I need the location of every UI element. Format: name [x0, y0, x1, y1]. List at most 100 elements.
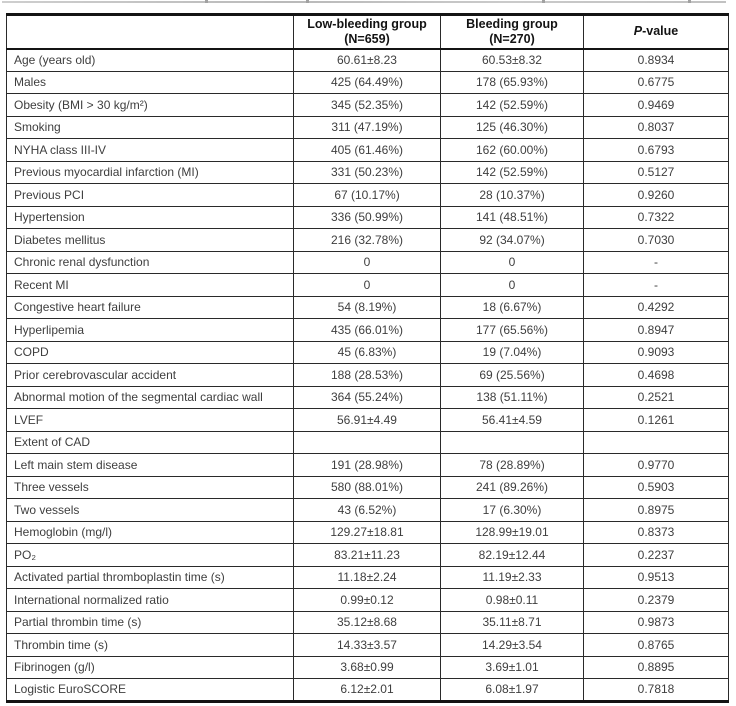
low-bleeding-value: 580 (88.01%) — [293, 475, 441, 499]
table-row: Congestive heart failure 54 (8.19%) 18 (6.… — [6, 295, 729, 319]
p-value: 0.9513 — [583, 565, 729, 589]
row-label: Left main stem disease — [6, 453, 294, 477]
bleeding-value: 141 (48.51%) — [440, 205, 584, 229]
p-value: 0.9469 — [583, 93, 729, 117]
table-row: Partial thrombin time (s) 35.12±8.68 35.11… — [6, 610, 729, 634]
table-row: Diabetes mellitus 216 (32.78%) 92 (34.07%)… — [6, 228, 729, 252]
low-bleeding-value: 191 (28.98%) — [293, 453, 441, 477]
p-value: 0.8895 — [583, 655, 729, 679]
low-bleeding-value: 425 (64.49%) — [293, 70, 441, 94]
low-bleeding-value: 129.27±18.81 — [293, 520, 441, 544]
p-value: 0.9873 — [583, 610, 729, 634]
row-label: Smoking — [6, 115, 294, 139]
low-bleeding-value: 331 (50.23%) — [293, 160, 441, 184]
header-bleeding-line1: Bleeding group — [466, 16, 558, 31]
bleeding-value: 82.19±12.44 — [440, 543, 584, 567]
header-bleeding-group: Bleeding group (N=270) — [440, 14, 584, 50]
cropped-caption-remnant — [2, 0, 726, 3]
caption-remnant-mark — [306, 0, 309, 3]
low-bleeding-value: 216 (32.78%) — [293, 228, 441, 252]
bleeding-value: 78 (28.89%) — [440, 453, 584, 477]
low-bleeding-value: 43 (6.52%) — [293, 498, 441, 522]
bleeding-value: 178 (65.93%) — [440, 70, 584, 94]
table-row: Hypertension 336 (50.99%) 141 (48.51%) 0.73… — [6, 205, 729, 229]
low-bleeding-value: 336 (50.99%) — [293, 205, 441, 229]
bleeding-value: 0 — [440, 250, 584, 274]
p-value: 0.5903 — [583, 475, 729, 499]
bleeding-value: 14.29±3.54 — [440, 633, 584, 657]
table-row: Activated partial thromboplastin time (s… — [6, 565, 729, 589]
table-row: PO₂ 83.21±11.23 82.19±12.44 0.2237 — [6, 543, 729, 567]
p-value: 0.9770 — [583, 453, 729, 477]
low-bleeding-value: 35.12±8.68 — [293, 610, 441, 634]
p-value: 0.7322 — [583, 205, 729, 229]
p-value: 0.6793 — [583, 138, 729, 162]
table-row: Thrombin time (s) 14.33±3.57 14.29±3.54 0.8… — [6, 633, 729, 657]
row-label: Abnormal motion of the segmental cardiac… — [6, 385, 294, 409]
row-label: Partial thrombin time (s) — [6, 610, 294, 634]
low-bleeding-value: 11.18±2.24 — [293, 565, 441, 589]
p-value: 0.8975 — [583, 498, 729, 522]
row-label: Logistic EuroSCORE — [6, 678, 294, 702]
bleeding-value: 28 (10.37%) — [440, 183, 584, 207]
bleeding-value: 6.08±1.97 — [440, 678, 584, 702]
table-row: Previous myocardial infarction (MI) 331 (… — [6, 160, 729, 184]
table-row: Extent of CAD — [6, 430, 729, 454]
low-bleeding-value — [293, 430, 441, 454]
row-label: Hypertension — [6, 205, 294, 229]
p-value: 0.7818 — [583, 678, 729, 702]
table-row: Obesity (BMI > 30 kg/m²) 345 (52.35%) 142 … — [6, 93, 729, 117]
row-label: Previous PCI — [6, 183, 294, 207]
bleeding-value: 138 (51.11%) — [440, 385, 584, 409]
bleeding-value: 3.69±1.01 — [440, 655, 584, 679]
row-label: Hyperlipemia — [6, 318, 294, 342]
row-label: Hemoglobin (mg/l) — [6, 520, 294, 544]
caption-remnant-mark — [205, 0, 208, 3]
bleeding-value: 35.11±8.71 — [440, 610, 584, 634]
row-label: COPD — [6, 340, 294, 364]
row-label: Previous myocardial infarction (MI) — [6, 160, 294, 184]
table-row: COPD 45 (6.83%) 19 (7.04%) 0.9093 — [6, 340, 729, 364]
low-bleeding-value: 83.21±11.23 — [293, 543, 441, 567]
bleeding-value: 17 (6.30%) — [440, 498, 584, 522]
row-label: LVEF — [6, 408, 294, 432]
bleeding-value: 69 (25.56%) — [440, 363, 584, 387]
row-label: NYHA class III-IV — [6, 138, 294, 162]
bleeding-value: 56.41±4.59 — [440, 408, 584, 432]
p-value: 0.9260 — [583, 183, 729, 207]
bleeding-value: 142 (52.59%) — [440, 93, 584, 117]
row-label: International normalized ratio — [6, 588, 294, 612]
table-row: Abnormal motion of the segmental cardiac… — [6, 385, 729, 409]
header-row: Low-bleeding group (N=659) Bleeding grou… — [6, 14, 729, 50]
low-bleeding-value: 405 (61.46%) — [293, 138, 441, 162]
table-row: Hemoglobin (mg/l) 129.27±18.81 128.99±19.0… — [6, 520, 729, 544]
header-bleeding-line2: (N=270) — [489, 31, 535, 46]
caption-remnant-mark — [688, 0, 691, 3]
row-label: Recent MI — [6, 273, 294, 297]
bleeding-value: 60.53±8.32 — [440, 48, 584, 72]
row-label: Diabetes mellitus — [6, 228, 294, 252]
bleeding-value: 142 (52.59%) — [440, 160, 584, 184]
table-row: Chronic renal dysfunction 0 0- — [6, 250, 729, 274]
bleeding-value: 18 (6.67%) — [440, 295, 584, 319]
row-label: Fibrinogen (g/l) — [6, 655, 294, 679]
bleeding-value: 92 (34.07%) — [440, 228, 584, 252]
low-bleeding-value: 45 (6.83%) — [293, 340, 441, 364]
bleeding-value: 177 (65.56%) — [440, 318, 584, 342]
p-value: 0.8037 — [583, 115, 729, 139]
table-row: Hyperlipemia 435 (66.01%) 177 (65.56%) 0.89… — [6, 318, 729, 342]
row-label: Age (years old) — [6, 48, 294, 72]
row-label: PO₂ — [6, 543, 294, 567]
low-bleeding-value: 188 (28.53%) — [293, 363, 441, 387]
header-p-value: P-value — [583, 14, 729, 50]
p-value: 0.8373 — [583, 520, 729, 544]
caption-remnant-mark — [542, 0, 545, 3]
p-value: 0.8765 — [583, 633, 729, 657]
p-value-italic-letter: P — [633, 24, 643, 39]
p-value: 0.4698 — [583, 363, 729, 387]
low-bleeding-value: 345 (52.35%) — [293, 93, 441, 117]
p-value: - — [583, 273, 729, 297]
low-bleeding-value: 364 (55.24%) — [293, 385, 441, 409]
bleeding-value: 128.99±19.01 — [440, 520, 584, 544]
low-bleeding-value: 54 (8.19%) — [293, 295, 441, 319]
